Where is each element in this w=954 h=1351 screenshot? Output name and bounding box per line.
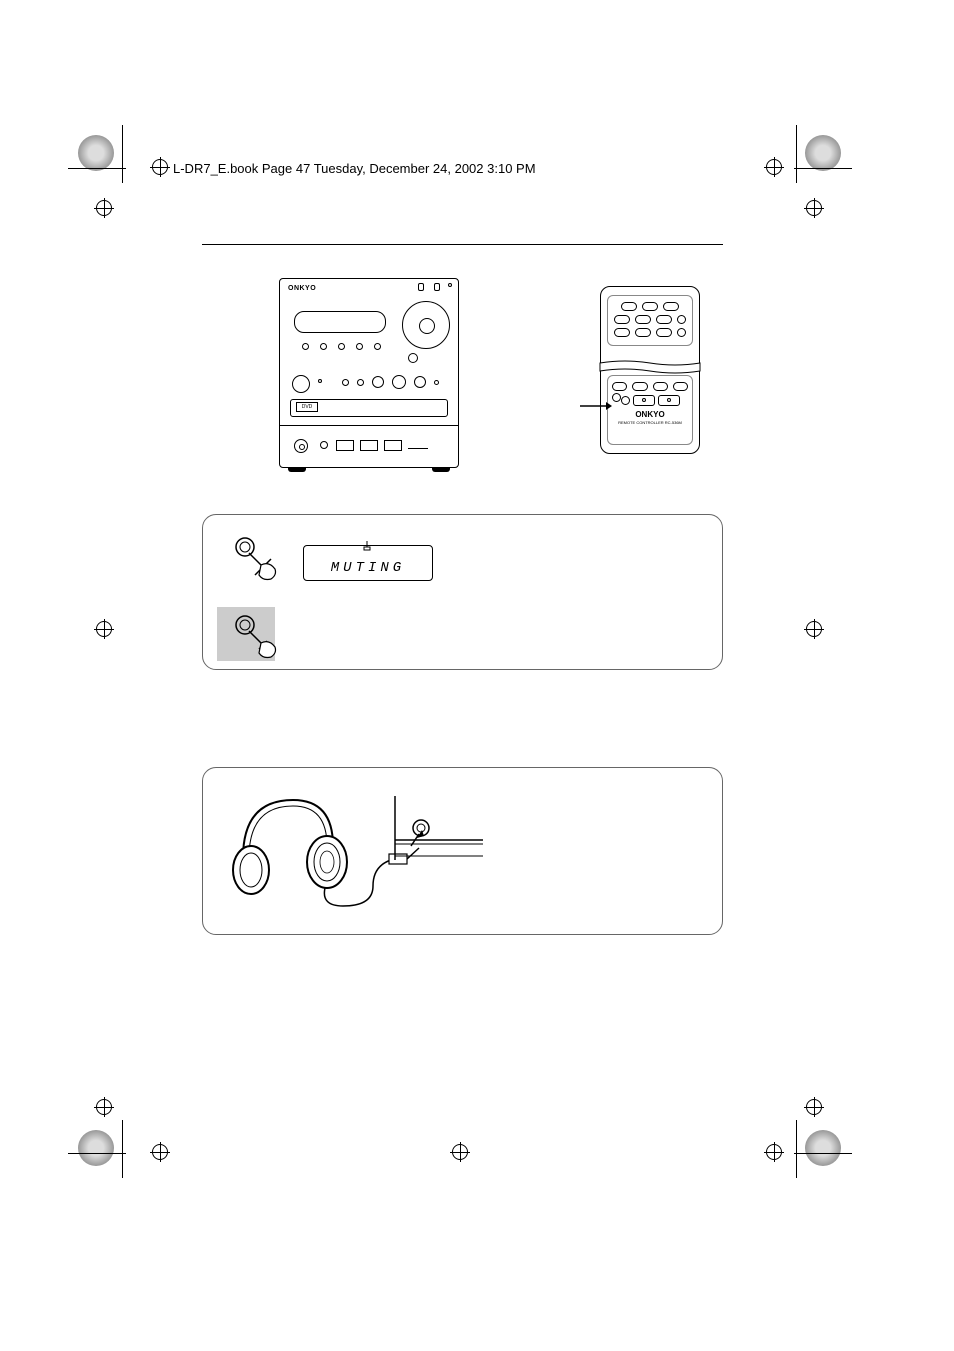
registration-mark — [96, 1099, 112, 1115]
device-bottom-panel — [280, 425, 458, 467]
remote-brand-label: ONKYO — [612, 410, 688, 419]
panel-headphones — [202, 767, 723, 935]
remote-upper-panel — [607, 295, 693, 346]
crop-line — [796, 125, 797, 183]
device-illustration: ONKYO DVD — [279, 278, 459, 468]
device-foot — [432, 467, 450, 472]
crop-line — [68, 1153, 126, 1154]
lcd-indicator-icon — [362, 538, 372, 548]
dvd-badge: DVD — [296, 402, 318, 412]
device-input-knob — [292, 375, 310, 393]
print-orb-tl — [78, 135, 114, 171]
device-format-badges — [336, 440, 428, 451]
device-foot — [288, 467, 306, 472]
panel-muting: MUTING — [202, 514, 723, 670]
print-orb-bl — [78, 1130, 114, 1166]
print-orb-br — [805, 1130, 841, 1166]
device-dot — [318, 379, 322, 383]
device-top-buttons — [418, 283, 440, 291]
crop-line — [794, 1153, 852, 1154]
remote-model-label: REMOTE CONTROLLER RC-536M — [612, 420, 688, 425]
device-power-led — [448, 283, 452, 287]
callout-arrow-icon — [580, 398, 612, 408]
header-meta-text: L-DR7_E.book Page 47 Tuesday, December 2… — [173, 161, 536, 176]
crop-line — [122, 1120, 123, 1178]
device-volume-knob — [402, 301, 450, 349]
device-display — [294, 311, 386, 333]
registration-mark — [806, 200, 822, 216]
crop-line — [122, 125, 123, 183]
registration-mark — [96, 200, 112, 216]
crop-line — [794, 168, 852, 169]
section-divider — [202, 244, 723, 245]
lcd-display: MUTING — [303, 545, 433, 581]
registration-mark — [152, 1144, 168, 1160]
device-button — [408, 353, 418, 363]
remote-illustration: ONKYO REMOTE CONTROLLER RC-536M — [600, 286, 700, 454]
device-button-row-1 — [302, 343, 381, 350]
registration-mark — [766, 159, 782, 175]
hand-press-icon — [231, 613, 281, 663]
hand-press-icon — [231, 535, 281, 585]
crop-line — [796, 1120, 797, 1178]
device-button-row-2 — [342, 375, 439, 389]
headphones-illustration — [223, 788, 483, 918]
crop-line — [68, 168, 126, 169]
registration-mark — [806, 621, 822, 637]
print-orb-tr — [805, 135, 841, 171]
lcd-text: MUTING — [304, 560, 432, 576]
registration-mark — [96, 621, 112, 637]
registration-mark — [806, 1099, 822, 1115]
headphone-jack-icon — [294, 439, 308, 453]
device-indicator — [320, 441, 328, 449]
remote-cutaway — [599, 359, 701, 375]
registration-mark — [766, 1144, 782, 1160]
device-brand-label: ONKYO — [288, 285, 316, 292]
registration-mark — [152, 159, 168, 175]
registration-mark — [452, 1144, 468, 1160]
remote-lower-panel: ONKYO REMOTE CONTROLLER RC-536M — [607, 375, 693, 445]
muting-button-highlight — [612, 393, 621, 402]
